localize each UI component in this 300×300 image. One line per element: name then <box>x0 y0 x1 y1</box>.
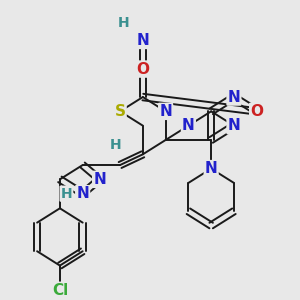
Text: N: N <box>93 172 106 187</box>
Text: O: O <box>250 104 263 119</box>
Text: N: N <box>136 33 149 48</box>
Text: N: N <box>228 118 240 133</box>
Text: N: N <box>228 89 240 104</box>
Text: S: S <box>115 104 126 119</box>
Text: H: H <box>118 16 130 29</box>
Text: N: N <box>205 161 217 176</box>
Text: N: N <box>76 186 89 201</box>
Text: N: N <box>182 118 195 133</box>
Text: H: H <box>61 187 72 201</box>
Text: N: N <box>159 104 172 119</box>
Text: Cl: Cl <box>52 283 68 298</box>
Text: H: H <box>110 137 122 152</box>
Text: O: O <box>136 61 149 76</box>
